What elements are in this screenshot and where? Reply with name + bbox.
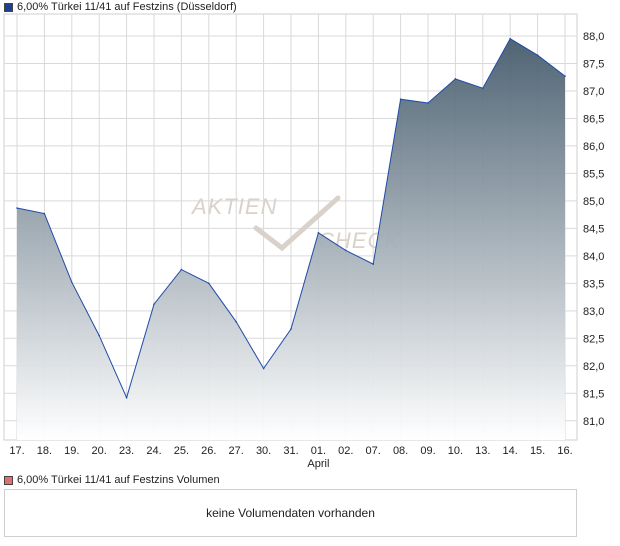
data-point — [427, 102, 429, 104]
data-point — [235, 321, 237, 323]
volume-legend-swatch — [4, 475, 13, 485]
y-tick-label: 83,0 — [583, 306, 604, 318]
data-point — [180, 268, 183, 271]
data-point — [262, 367, 265, 370]
data-point — [372, 263, 375, 265]
y-tick-label: 81,0 — [583, 416, 604, 428]
y-axis-labels: 81,0 81,5 82,0 82,5 83,0 83,5 84,0 84,5 85,0 85,5… — [583, 31, 604, 428]
data-point — [208, 282, 210, 285]
data-point — [290, 328, 292, 330]
y-tick-label: 84,0 — [583, 251, 604, 263]
y-tick-label: 83,5 — [583, 278, 604, 290]
watermark-aktien: AKTIEN — [190, 194, 277, 219]
volume-panel: keine Volumendaten vorhanden — [4, 489, 577, 537]
data-point — [71, 281, 73, 284]
price-area — [17, 38, 565, 440]
data-point — [153, 303, 155, 306]
x-tick-label: 01. — [311, 445, 326, 457]
x-tick-label: 09. — [420, 445, 435, 457]
x-tick-label: 15. — [530, 445, 545, 457]
volume-legend: 6,00% Türkei 11/41 auf Festzins Volumen — [4, 473, 220, 487]
y-tick-label: 84,5 — [583, 223, 604, 235]
y-tick-label: 85,5 — [583, 168, 604, 180]
volume-legend-label: 6,00% Türkei 11/41 auf Festzins Volumen — [17, 474, 220, 486]
x-tick-label: 07. — [366, 445, 381, 457]
y-tick-label: 81,5 — [583, 388, 604, 400]
data-point — [317, 231, 320, 234]
volume-empty-message: keine Volumendaten vorhanden — [206, 506, 375, 520]
y-tick-label: 82,0 — [583, 361, 604, 373]
x-tick-label: 31. — [283, 445, 298, 457]
data-point — [564, 75, 566, 77]
x-month-label: April — [307, 458, 329, 470]
price-legend-label: 6,00% Türkei 11/41 auf Festzins (Düsseld… — [17, 1, 237, 13]
watermark-check-mark — [253, 195, 341, 252]
x-tick-label: 18. — [37, 445, 52, 457]
x-tick-label: 30. — [256, 445, 271, 457]
x-tick-label: 08. — [393, 445, 408, 457]
y-tick-label: 87,5 — [583, 58, 604, 70]
price-chart: AKTIEN CHECK 81,081,582,082,583,083,584,… — [3, 13, 604, 470]
x-tick-label: 24. — [146, 445, 161, 457]
x-tick-label: 14. — [503, 445, 518, 457]
price-points — [16, 37, 566, 399]
data-point — [98, 334, 100, 337]
y-tick-label: 86,5 — [583, 113, 604, 125]
x-tick-label: 23. — [119, 445, 134, 457]
data-point — [125, 396, 128, 399]
data-point — [509, 37, 512, 40]
y-tick-label: 88,0 — [583, 31, 604, 43]
x-tick-label: 27. — [229, 445, 244, 457]
x-tick-label: 20. — [92, 445, 107, 457]
data-point — [345, 249, 347, 252]
x-tick-label: 10. — [448, 445, 463, 457]
x-axis-labels: 17. 18. 19. 20. 23. 24. 25. 26. 27. 30. 31. 01. 02. 0… — [9, 445, 572, 470]
x-tick-label: 02. — [338, 445, 353, 457]
price-legend: 6,00% Türkei 11/41 auf Festzins (Düsseld… — [4, 0, 237, 14]
x-tick-label: 26. — [201, 445, 216, 457]
x-tick-label: 17. — [9, 445, 24, 457]
x-tick-label: 25. — [174, 445, 189, 457]
data-point — [454, 78, 457, 80]
x-tick-label: 16. — [557, 445, 572, 457]
data-point — [16, 207, 18, 209]
y-tick-label: 86,0 — [583, 141, 604, 153]
data-point — [536, 54, 539, 57]
y-tick-label: 85,0 — [583, 196, 604, 208]
y-tick-label: 87,0 — [583, 86, 604, 98]
y-tick-label: 82,5 — [583, 333, 604, 345]
data-point — [43, 212, 46, 215]
price-legend-swatch — [4, 2, 13, 12]
data-point — [399, 98, 402, 100]
data-point — [482, 87, 484, 90]
x-tick-label: 19. — [64, 445, 79, 457]
x-tick-label: 13. — [475, 445, 490, 457]
